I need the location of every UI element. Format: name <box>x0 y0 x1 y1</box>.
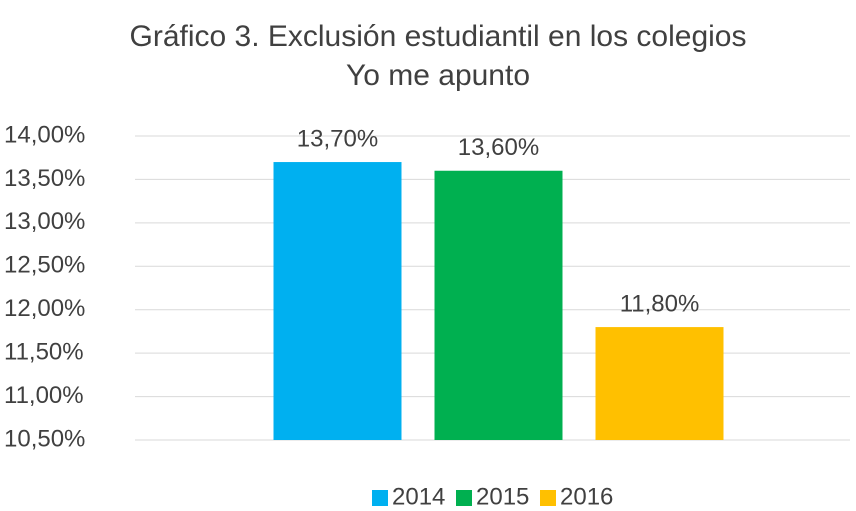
data-label: 11,80% <box>620 290 700 317</box>
y-tick-label: 11,50% <box>4 338 84 365</box>
chart-subtitle: Yo me apunto <box>346 59 530 92</box>
legend-swatch <box>540 490 556 506</box>
y-tick-label: 14,00% <box>4 121 85 148</box>
y-tick-label: 10,50% <box>4 425 85 452</box>
legend-label: 2014 <box>392 483 445 510</box>
legend-swatch <box>372 490 388 506</box>
bar <box>273 162 402 441</box>
y-tick-label: 12,50% <box>4 252 85 279</box>
chart-title: Gráfico 3. Exclusión estudiantil en los … <box>130 20 747 53</box>
bar <box>434 170 563 440</box>
legend-label: 2015 <box>476 483 529 510</box>
y-tick-label: 13,50% <box>4 165 85 192</box>
y-tick-label: 12,00% <box>4 295 85 322</box>
bar <box>595 327 724 440</box>
legend-swatch <box>456 490 472 506</box>
data-label: 13,60% <box>458 134 539 161</box>
data-label: 13,70% <box>297 125 378 152</box>
y-tick-label: 13,00% <box>4 208 85 235</box>
legend-label: 2016 <box>560 483 613 510</box>
y-tick-label: 11,00% <box>4 382 84 409</box>
